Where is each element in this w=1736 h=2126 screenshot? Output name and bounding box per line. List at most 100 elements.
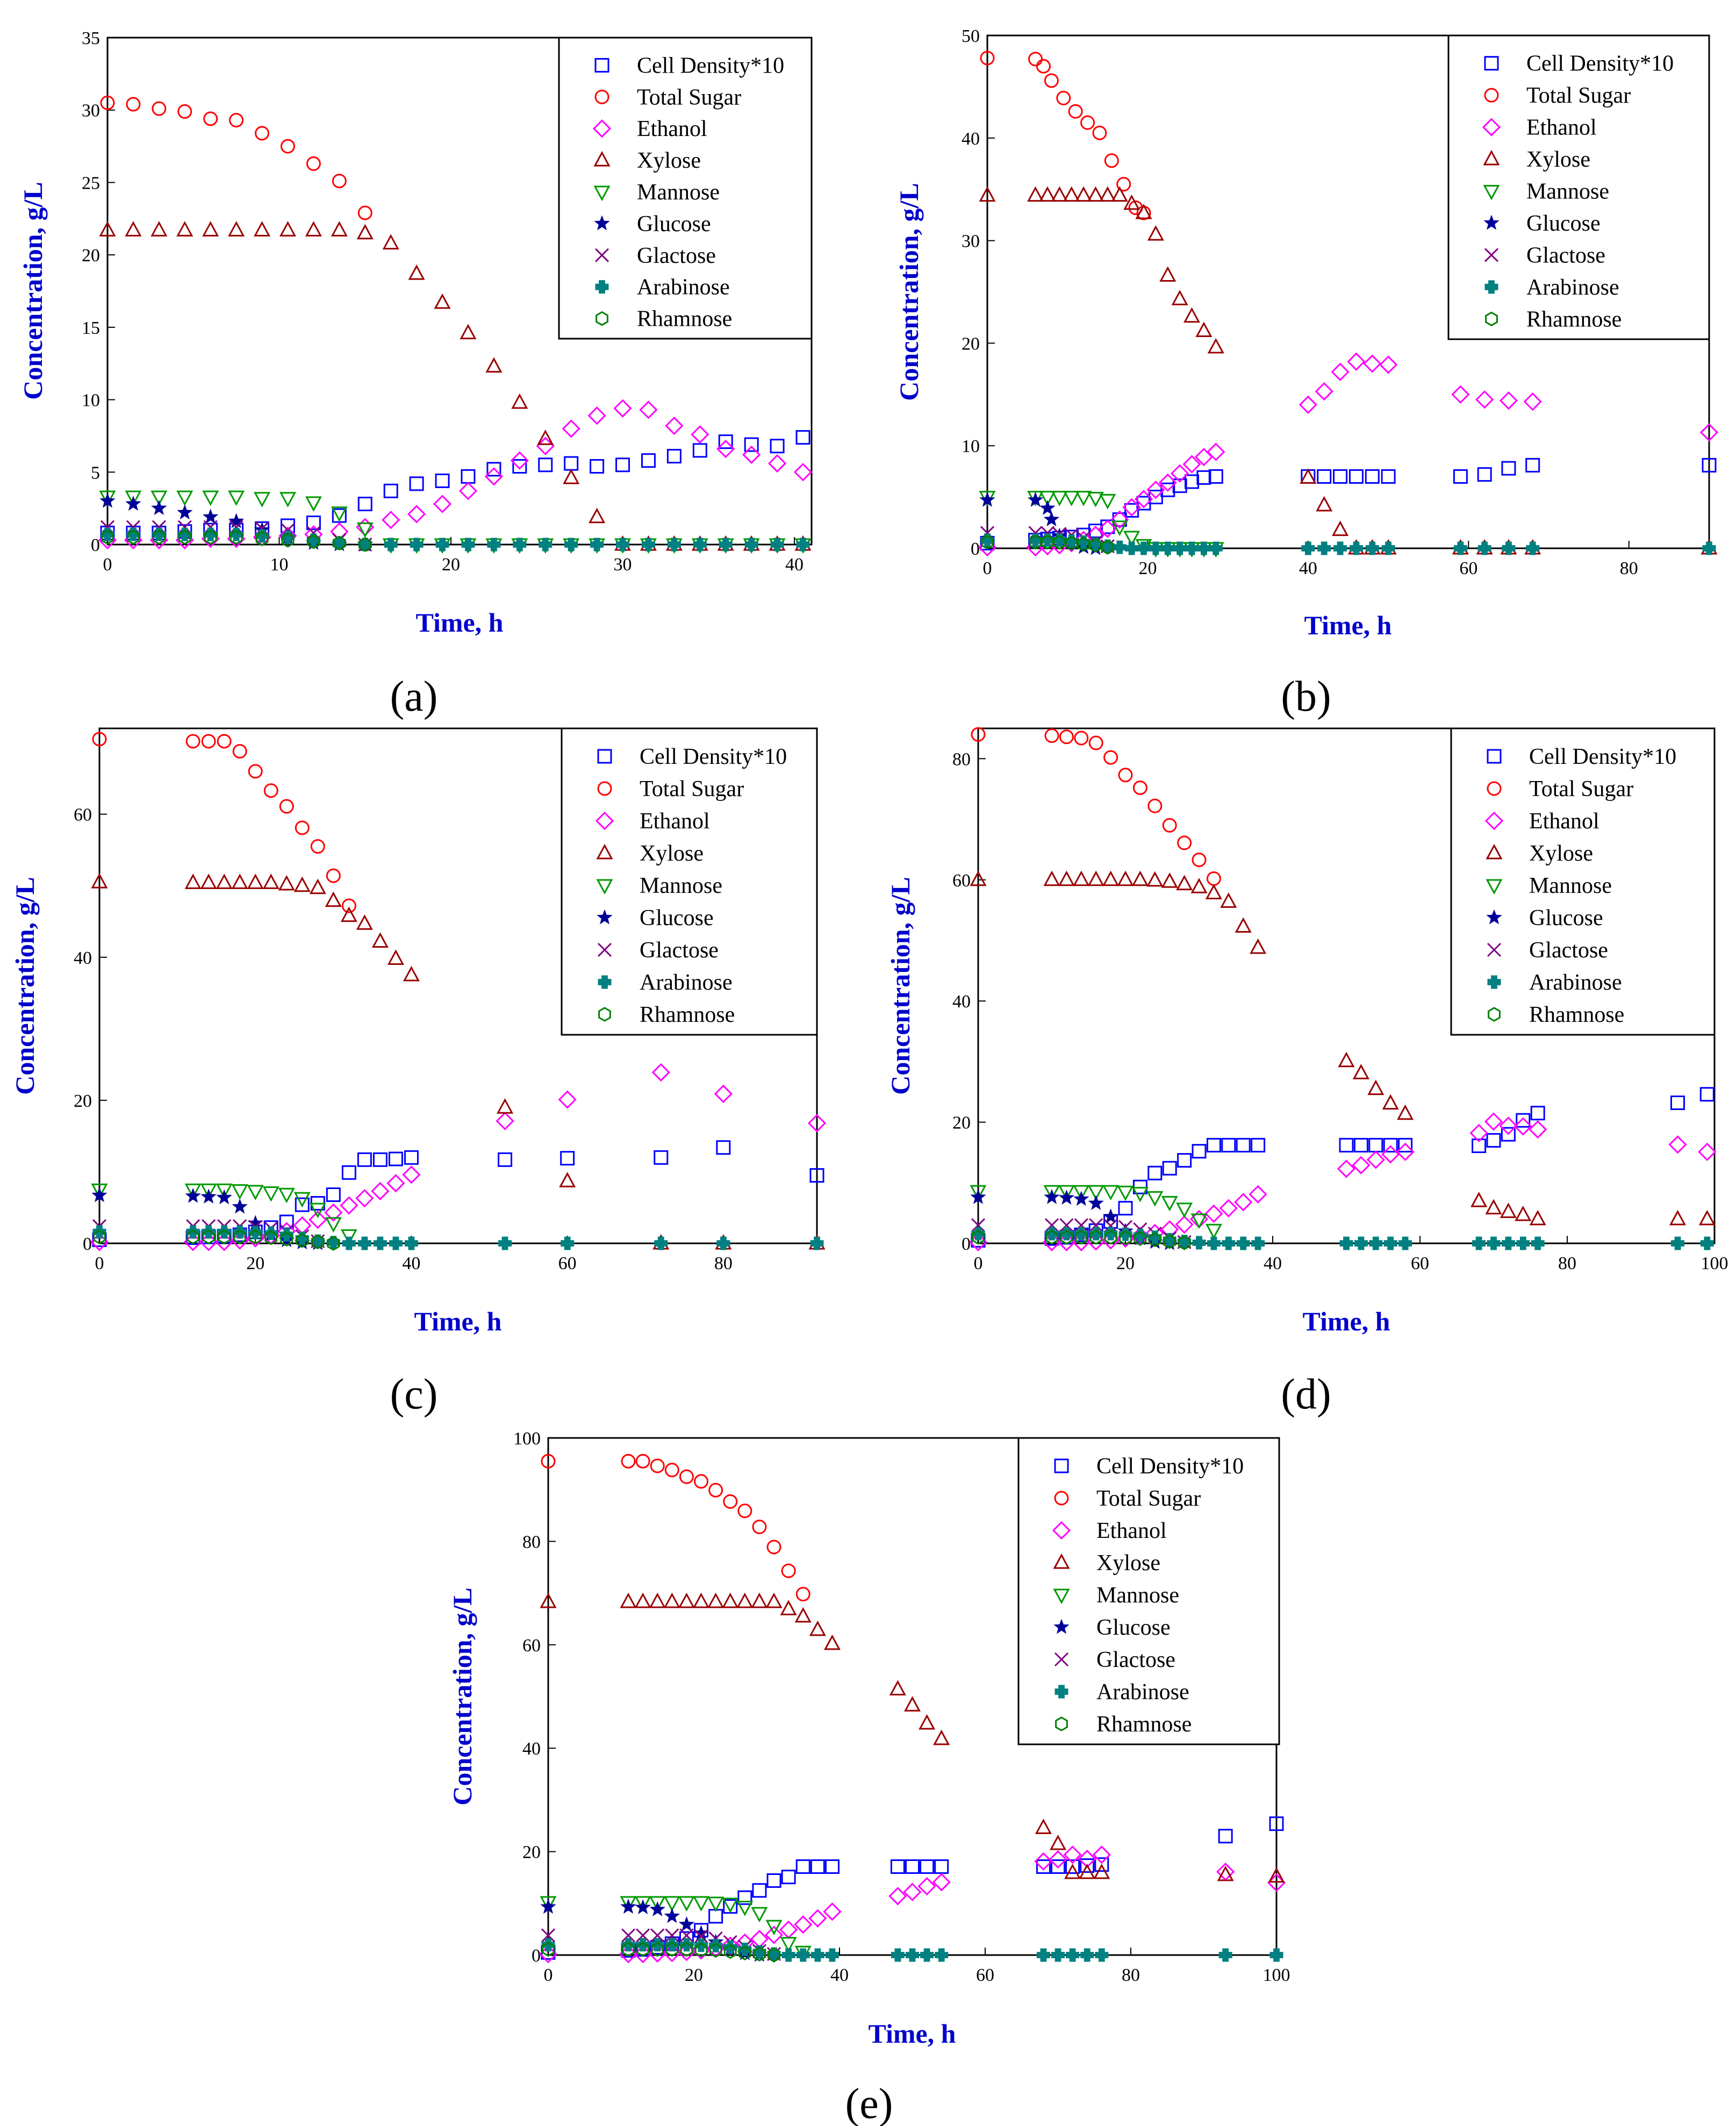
point-rhamnose: [651, 1942, 664, 1957]
point-xylose: [262, 874, 279, 889]
point-ethanol: [562, 419, 580, 438]
point-total-sugar: [664, 1463, 679, 1478]
point-rhamnose: [1029, 534, 1042, 550]
point-arabinose: [935, 1948, 949, 1962]
point-rhamnose: [264, 1230, 278, 1245]
point-cell-density-10: [1317, 469, 1332, 484]
y-axis-title: Concentration, g/L: [10, 877, 40, 1095]
legend-marker: [1054, 1458, 1069, 1473]
point-cell-density-10: [666, 449, 682, 464]
point-cell-density-10: [435, 473, 450, 488]
point-rhamnose: [249, 1229, 262, 1244]
point-ethanol: [1475, 390, 1494, 409]
point-ethanol: [1207, 442, 1225, 461]
legend-marker: [1486, 879, 1503, 895]
point-xylose: [1171, 290, 1188, 305]
point-xylose: [794, 1607, 812, 1623]
point-arabinose: [1398, 1236, 1412, 1250]
point-cell-density-10: [1501, 1127, 1516, 1142]
point-cell-density-10: [795, 1859, 810, 1874]
point-xylose: [1176, 875, 1193, 891]
point-total-sugar: [1068, 104, 1083, 119]
y-tick-label: 60: [522, 1636, 541, 1656]
panel-label: (c): [390, 1371, 438, 1418]
point-xylose: [933, 1729, 950, 1745]
point-arabinose: [202, 1225, 216, 1239]
point-xylose: [1146, 871, 1164, 887]
point-total-sugar: [295, 820, 310, 835]
point-arabinose: [1516, 1236, 1530, 1250]
legend-label: Xylose: [1526, 147, 1590, 172]
point-xylose: [809, 1620, 826, 1636]
point-total-sugar: [1116, 177, 1131, 192]
point-xylose: [589, 507, 606, 524]
point-total-sugar: [229, 113, 244, 128]
point-arabinose: [694, 1938, 708, 1952]
point-glucose: [91, 1187, 107, 1202]
point-mannose: [99, 490, 116, 506]
point-mannose: [228, 490, 245, 506]
point-mannose: [254, 492, 271, 507]
point-ethanol: [1668, 1135, 1687, 1154]
legend-marker: [592, 119, 612, 138]
point-ethanol: [558, 1090, 577, 1109]
point-mannose: [540, 1896, 557, 1912]
point-xylose: [1698, 1209, 1716, 1226]
point-glactose: [636, 1928, 650, 1943]
point-arabinose: [1066, 1948, 1080, 1962]
point-glactose: [1074, 1218, 1088, 1233]
x-axis-title: Time, h: [416, 607, 504, 638]
point-arabinose: [1222, 1236, 1236, 1250]
point-mannose: [1205, 1223, 1222, 1240]
point-ethanol: [1337, 1159, 1356, 1178]
point-cell-density-10: [1160, 482, 1175, 497]
point-total-sugar: [279, 799, 294, 814]
point-mannose: [1043, 1185, 1060, 1201]
point-ethanol: [888, 1887, 907, 1906]
point-ethanol: [1092, 1845, 1111, 1864]
point-mannose: [736, 1901, 754, 1916]
point-total-sugar: [100, 95, 115, 110]
point-ethanol: [1699, 423, 1719, 442]
point-ethanol: [903, 1882, 922, 1901]
point-xylose: [184, 874, 202, 889]
point-ethanol: [1249, 1185, 1267, 1204]
point-rhamnose: [153, 529, 166, 545]
point-ethanol: [1098, 519, 1117, 538]
point-cell-density-10: [560, 1151, 575, 1166]
point-mannose: [1051, 491, 1068, 506]
point-xylose: [1529, 1209, 1546, 1226]
point-xylose: [247, 874, 264, 889]
point-ethanol: [1171, 464, 1189, 483]
legend-marker: [596, 311, 608, 326]
y-tick-label: 15: [82, 318, 100, 338]
point-total-sugar: [280, 139, 295, 154]
legend-marker: [1488, 1007, 1501, 1022]
point-mannose: [751, 1907, 768, 1923]
point-total-sugar: [1028, 52, 1043, 67]
point-xylose: [331, 221, 348, 237]
legend-marker: [1055, 1716, 1068, 1731]
y-axis-title: Concentration, g/L: [447, 1587, 477, 1806]
x-tick-label: 20: [442, 555, 460, 575]
point-arabinose: [1074, 1227, 1088, 1241]
y-tick-label: 0: [962, 1234, 971, 1254]
point-mannose: [184, 1183, 202, 1199]
point-rhamnose: [1119, 1230, 1132, 1245]
point-total-sugar: [781, 1563, 796, 1578]
legend-label: Xylose: [1096, 1551, 1160, 1576]
legend-marker: [1487, 942, 1502, 957]
point-ethanol: [1523, 392, 1542, 411]
point-ethanol: [1347, 352, 1366, 371]
legend-marker: [1053, 1553, 1070, 1569]
legend-marker: [1483, 214, 1500, 230]
point-glucose: [232, 1198, 248, 1214]
point-xylose: [722, 1592, 739, 1608]
point-mannose: [176, 490, 193, 506]
point-arabinose: [561, 1236, 575, 1250]
point-total-sugar: [201, 734, 216, 749]
point-cell-density-10: [332, 508, 347, 523]
point-rhamnose: [1060, 1229, 1073, 1245]
point-cell-density-10: [752, 1883, 767, 1898]
point-arabinose: [1333, 541, 1347, 555]
